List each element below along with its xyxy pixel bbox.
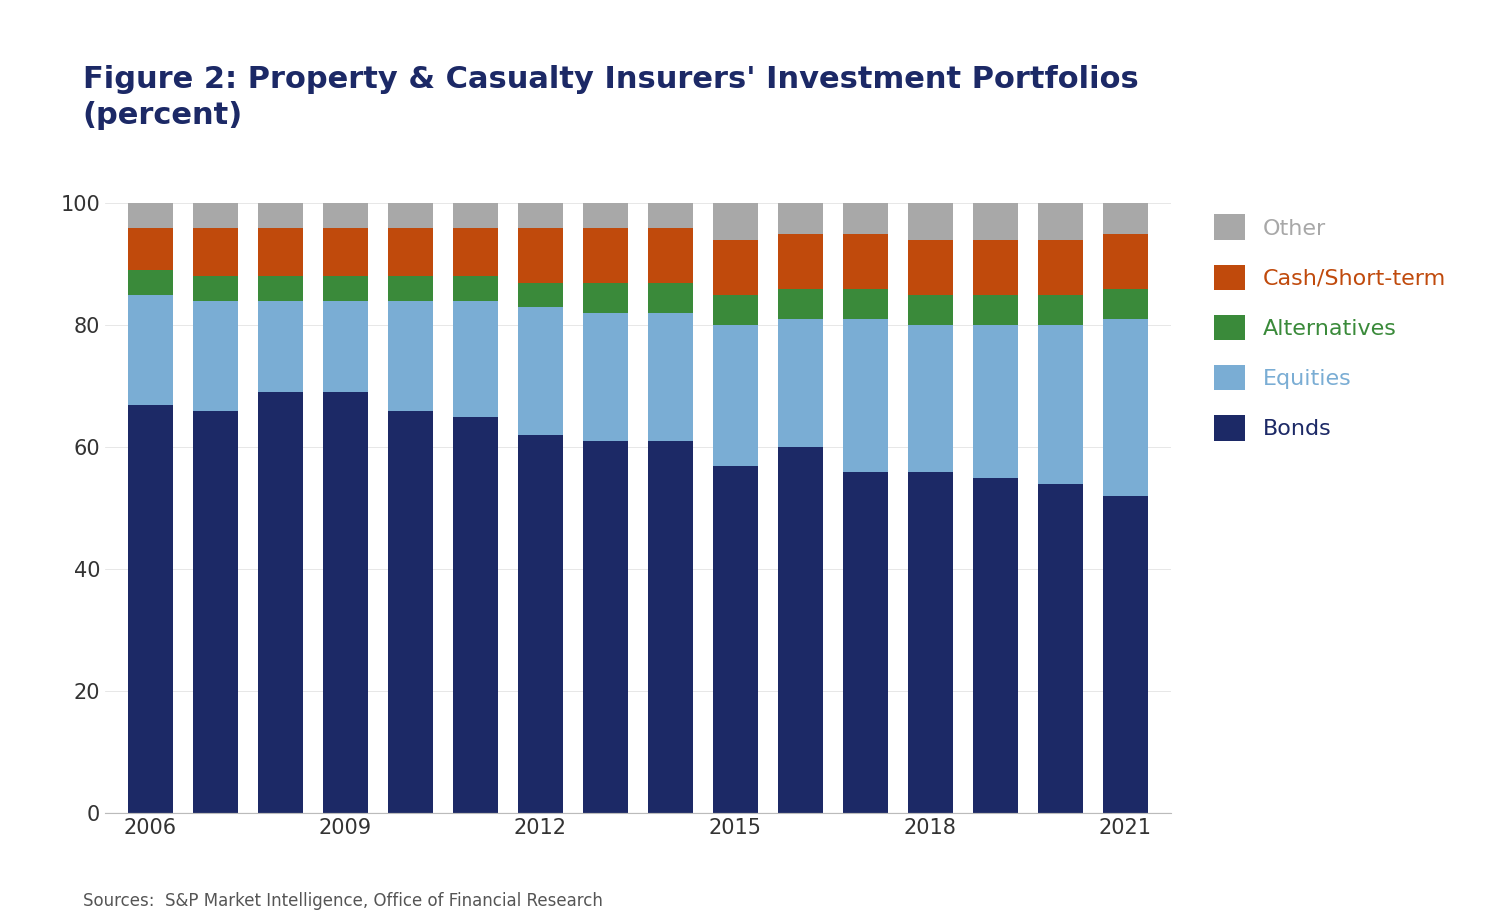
- Bar: [647, 441, 693, 813]
- Bar: [1037, 484, 1084, 813]
- Legend: Other, Cash/Short-term, Alternatives, Equities, Bonds: Other, Cash/Short-term, Alternatives, Eq…: [1214, 214, 1445, 441]
- Bar: [842, 288, 889, 319]
- Bar: [323, 301, 368, 393]
- Bar: [713, 240, 758, 295]
- Bar: [1037, 240, 1084, 295]
- Bar: [192, 301, 239, 410]
- Bar: [647, 203, 693, 227]
- Bar: [1037, 295, 1084, 325]
- Bar: [842, 234, 889, 288]
- Bar: [1103, 319, 1148, 496]
- Bar: [582, 203, 629, 227]
- Text: Sources:  S&P Market Intelligence, Office of Financial Research: Sources: S&P Market Intelligence, Office…: [83, 892, 602, 909]
- Bar: [387, 301, 434, 410]
- Bar: [128, 227, 173, 271]
- Bar: [518, 307, 563, 435]
- Bar: [842, 471, 889, 813]
- Bar: [778, 447, 823, 813]
- Bar: [582, 313, 629, 441]
- Bar: [258, 276, 303, 301]
- Bar: [582, 227, 629, 283]
- Bar: [192, 227, 239, 276]
- Bar: [842, 319, 889, 471]
- Bar: [192, 203, 239, 227]
- Bar: [908, 295, 953, 325]
- Bar: [778, 288, 823, 319]
- Bar: [453, 276, 498, 301]
- Bar: [518, 203, 563, 227]
- Bar: [258, 301, 303, 393]
- Bar: [778, 203, 823, 234]
- Bar: [713, 325, 758, 466]
- Bar: [713, 203, 758, 240]
- Bar: [647, 227, 693, 283]
- Bar: [908, 203, 953, 240]
- Bar: [453, 203, 498, 227]
- Bar: [258, 203, 303, 227]
- Bar: [387, 410, 434, 813]
- Bar: [518, 435, 563, 813]
- Bar: [1037, 325, 1084, 484]
- Bar: [842, 203, 889, 234]
- Bar: [908, 471, 953, 813]
- Bar: [713, 295, 758, 325]
- Bar: [582, 283, 629, 313]
- Bar: [973, 295, 1018, 325]
- Bar: [518, 227, 563, 283]
- Bar: [258, 227, 303, 276]
- Bar: [908, 240, 953, 295]
- Bar: [1103, 496, 1148, 813]
- Bar: [973, 325, 1018, 478]
- Bar: [128, 271, 173, 295]
- Bar: [323, 393, 368, 813]
- Bar: [453, 301, 498, 417]
- Bar: [518, 283, 563, 307]
- Bar: [387, 227, 434, 276]
- Bar: [778, 319, 823, 447]
- Bar: [128, 295, 173, 405]
- Bar: [192, 410, 239, 813]
- Bar: [323, 276, 368, 301]
- Bar: [192, 276, 239, 301]
- Bar: [647, 313, 693, 441]
- Bar: [258, 393, 303, 813]
- Bar: [582, 441, 629, 813]
- Bar: [1103, 288, 1148, 319]
- Bar: [323, 203, 368, 227]
- Bar: [973, 478, 1018, 813]
- Bar: [973, 240, 1018, 295]
- Bar: [647, 283, 693, 313]
- Bar: [778, 234, 823, 288]
- Bar: [1037, 203, 1084, 240]
- Bar: [387, 203, 434, 227]
- Text: Figure 2: Property & Casualty Insurers' Investment Portfolios
(percent): Figure 2: Property & Casualty Insurers' …: [83, 65, 1138, 129]
- Bar: [453, 227, 498, 276]
- Bar: [713, 466, 758, 813]
- Bar: [908, 325, 953, 471]
- Bar: [323, 227, 368, 276]
- Bar: [453, 417, 498, 813]
- Bar: [1103, 234, 1148, 288]
- Bar: [128, 405, 173, 813]
- Bar: [1103, 203, 1148, 234]
- Bar: [973, 203, 1018, 240]
- Bar: [128, 203, 173, 227]
- Bar: [387, 276, 434, 301]
